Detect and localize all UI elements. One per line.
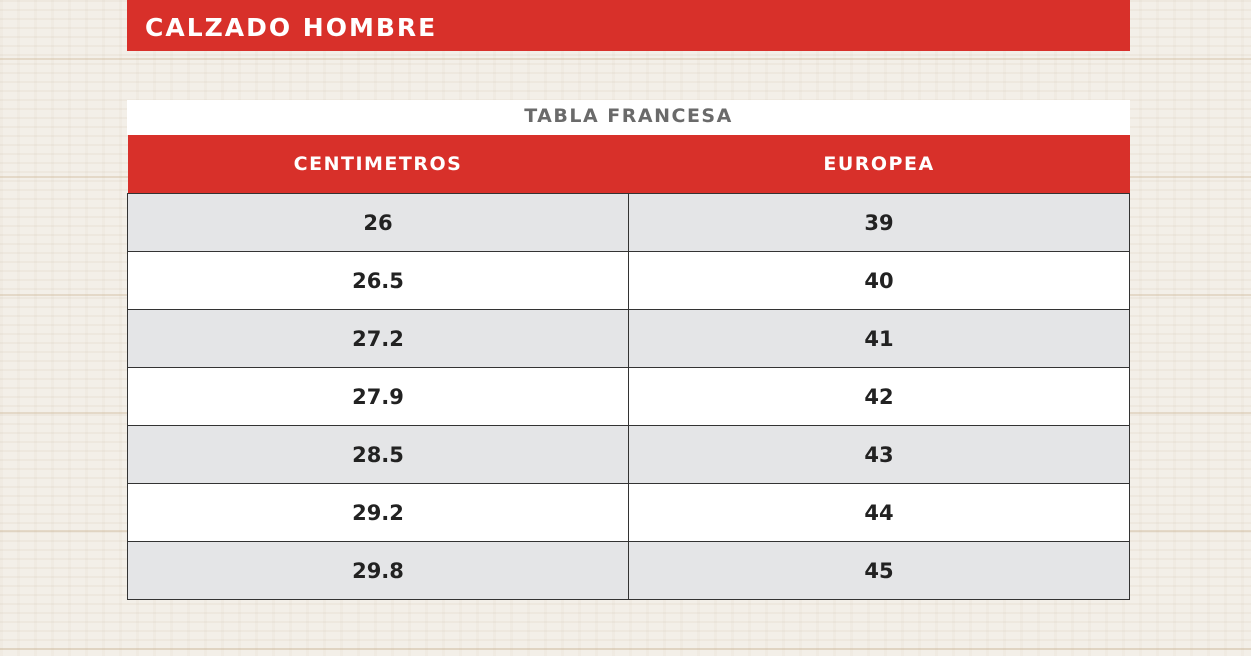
- table-row: 29.8 45: [127, 541, 1130, 600]
- table-row: 27.9 42: [127, 367, 1130, 426]
- table-row: 28.5 43: [127, 425, 1130, 484]
- header-row: CENTIMETROS EUROPEA: [127, 135, 1130, 194]
- cell-centimetros: 29.8: [127, 541, 629, 600]
- page-title: CALZADO HOMBRE: [127, 0, 1130, 51]
- cell-europea: 43: [628, 425, 1130, 484]
- cell-europea: 44: [628, 483, 1130, 542]
- cell-centimetros: 28.5: [127, 425, 629, 484]
- cell-centimetros: 26.5: [127, 251, 629, 310]
- cell-europea: 39: [628, 193, 1130, 252]
- table-row: 26.5 40: [127, 251, 1130, 310]
- cell-centimetros: 29.2: [127, 483, 629, 542]
- table-subtitle: TABLA FRANCESA: [127, 100, 1130, 135]
- table-row: 26 39: [127, 193, 1130, 252]
- cell-europea: 40: [628, 251, 1130, 310]
- cell-centimetros: 26: [127, 193, 629, 252]
- cell-europea: 42: [628, 367, 1130, 426]
- cell-europea: 41: [628, 309, 1130, 368]
- table-row: 29.2 44: [127, 483, 1130, 542]
- header-centimetros: CENTIMETROS: [127, 135, 629, 194]
- header-europea: EUROPEA: [628, 135, 1130, 194]
- size-table: CENTIMETROS EUROPEA 26 39 26.5 40 27.2 41 27.9…: [127, 135, 1130, 600]
- cell-europea: 45: [628, 541, 1130, 600]
- table-row: 27.2 41: [127, 309, 1130, 368]
- cell-centimetros: 27.2: [127, 309, 629, 368]
- cell-centimetros: 27.9: [127, 367, 629, 426]
